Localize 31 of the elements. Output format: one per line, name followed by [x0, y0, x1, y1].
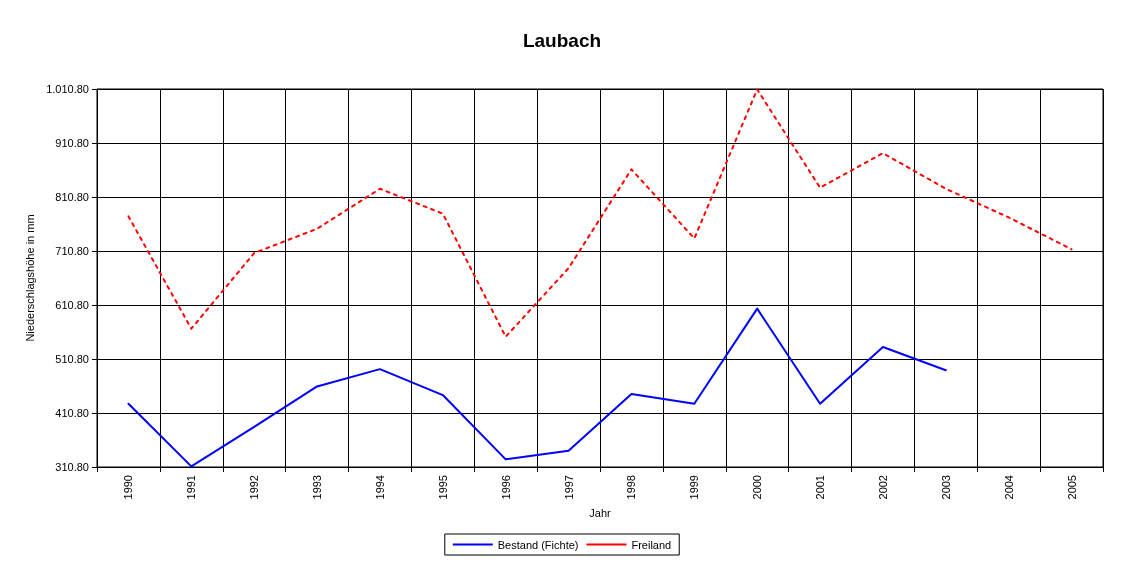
x-axis-title: Jahr — [589, 506, 612, 519]
x-tick-label: 1997 — [562, 475, 575, 500]
y-tick-label: 410.80 — [55, 407, 89, 419]
legend-label: Freiland — [631, 538, 672, 551]
x-tick-label: 1996 — [499, 475, 512, 500]
x-tick-label: 1994 — [373, 475, 386, 500]
y-tick-label: 610.80 — [55, 299, 89, 311]
line-series — [127, 88, 1073, 338]
x-tick-label: 2001 — [814, 475, 827, 500]
x-tick-label: 2003 — [939, 475, 952, 500]
x-tick-label: 1990 — [122, 475, 135, 500]
x-tick-label: 2002 — [876, 475, 889, 500]
x-tick-label: 1991 — [185, 475, 198, 500]
line-series — [127, 307, 947, 468]
x-tick-label: 2005 — [1065, 475, 1078, 500]
y-tick-label: 1.010.80 — [46, 83, 89, 95]
legend-label: Bestand (Fichte) — [497, 538, 579, 551]
x-tick-label: 1999 — [688, 475, 701, 500]
y-tick-label: 310.80 — [55, 461, 89, 473]
x-tick-label: 1998 — [625, 475, 638, 500]
x-tick-label: 2000 — [751, 475, 764, 500]
y-tick-label: 810.80 — [55, 191, 89, 203]
y-tick-label: 710.80 — [55, 245, 89, 257]
x-tick-label: 1992 — [248, 475, 261, 500]
x-tick-label: 1993 — [311, 475, 324, 500]
y-axis-title: Niederschlagshöhe in mm — [23, 214, 36, 342]
x-tick-label: 1995 — [436, 475, 449, 500]
y-tick-label: 510.80 — [55, 353, 89, 365]
x-tick-label: 2004 — [1002, 475, 1015, 500]
chart-title: Laubach — [522, 30, 602, 51]
y-tick-label: 910.80 — [55, 137, 89, 149]
